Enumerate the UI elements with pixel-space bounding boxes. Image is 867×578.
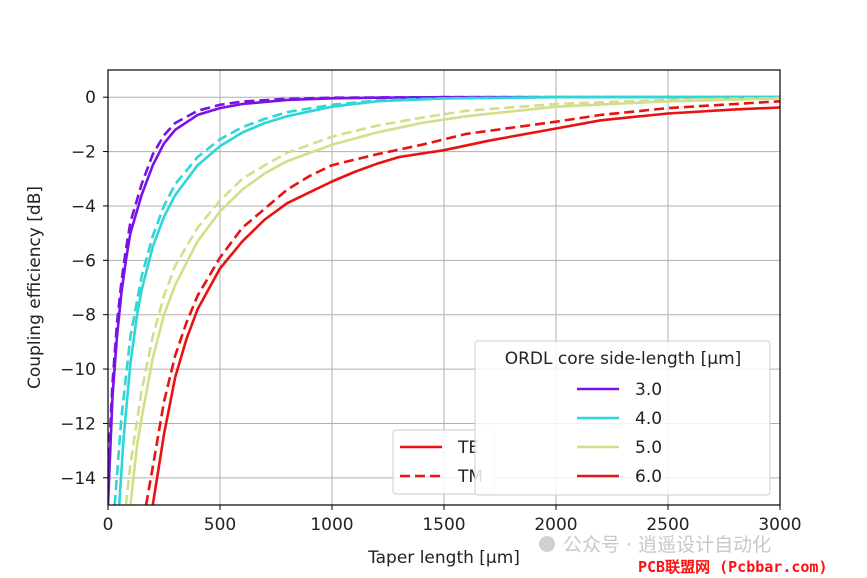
- y-tick-label: −14: [60, 469, 96, 489]
- y-axis-label: Coupling efficiency [dB]: [25, 186, 45, 389]
- watermark: 公众号 · 逍遥设计自动化 PCB联盟网 (Pcbbar.com): [539, 534, 828, 576]
- watermark-site: PCB联盟网 (Pcbbar.com): [638, 558, 828, 576]
- y-tick-label: −8: [71, 306, 96, 326]
- y-tick-label: −2: [71, 143, 96, 163]
- x-tick-label: 0: [103, 515, 114, 535]
- legend-core-title: ORDL core side-length [μm]: [505, 349, 742, 369]
- series-layer: [108, 95, 780, 505]
- x-tick-label: 2000: [534, 515, 577, 535]
- y-tick-label: 0: [85, 88, 96, 108]
- series-line-6-0-tm: [144, 100, 780, 505]
- axis-ticks: 0 500 1000 1500 2000 2500 3000 0 −2 −4 −6 −8 −10 −12 −…: [60, 88, 802, 535]
- series-line-5-0-tm: [124, 96, 780, 505]
- x-tick-label: 2500: [646, 515, 689, 535]
- y-tick-label: −4: [71, 197, 96, 217]
- legend-core-label: 5.0: [635, 438, 662, 458]
- x-tick-label: 1000: [310, 515, 353, 535]
- legend-core-size: ORDL core side-length [μm] 3.0 4.0 5.0 6.0: [474, 340, 771, 496]
- legend-core-label: 6.0: [635, 467, 662, 487]
- legend-core-label: 4.0: [635, 409, 662, 429]
- x-tick-label: 1500: [422, 515, 465, 535]
- x-tick-label: 3000: [758, 515, 801, 535]
- y-tick-label: −12: [60, 414, 96, 434]
- legend-core-box: [474, 340, 771, 496]
- wechat-icon: [539, 536, 555, 552]
- x-tick-label: 500: [204, 515, 236, 535]
- watermark-brand: 公众号 · 逍遥设计自动化: [563, 534, 771, 556]
- series-line-6-0-te: [151, 106, 780, 505]
- legend-style-label: TE: [457, 438, 479, 458]
- x-axis-label: Taper length [μm]: [367, 548, 520, 568]
- series-line-5-0-te: [129, 97, 780, 505]
- y-tick-label: −6: [71, 251, 96, 271]
- y-tick-label: −10: [60, 360, 96, 380]
- legend-core-label: 3.0: [635, 380, 662, 400]
- series-line-4-0-tm: [113, 95, 780, 505]
